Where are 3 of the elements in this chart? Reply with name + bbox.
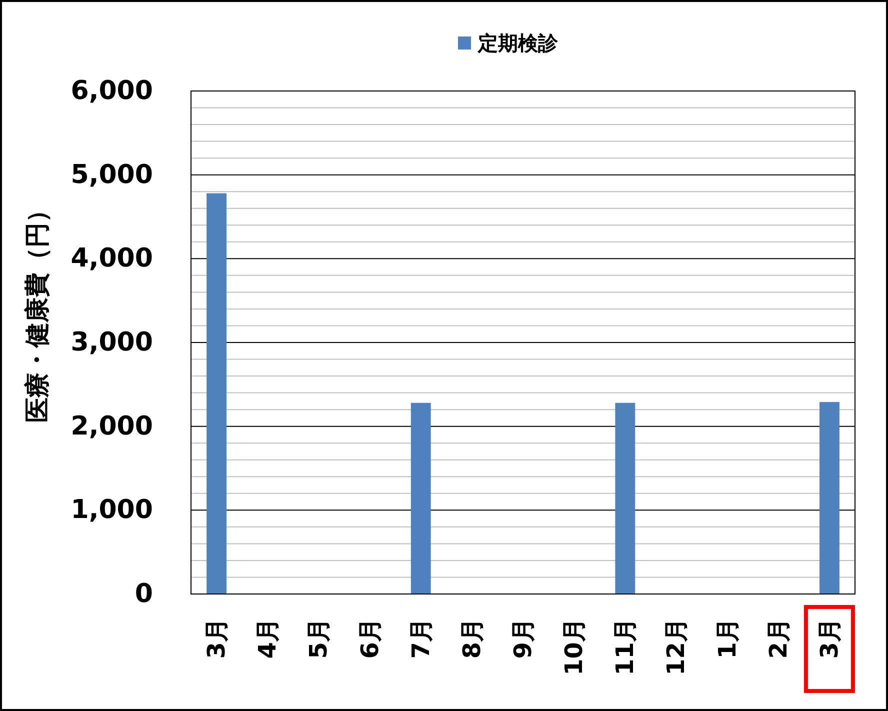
ylabel: 医療・健康費（円） bbox=[22, 198, 52, 422]
legend-label: 定期検診 bbox=[477, 31, 559, 55]
legend: 定期検診 bbox=[458, 31, 558, 55]
